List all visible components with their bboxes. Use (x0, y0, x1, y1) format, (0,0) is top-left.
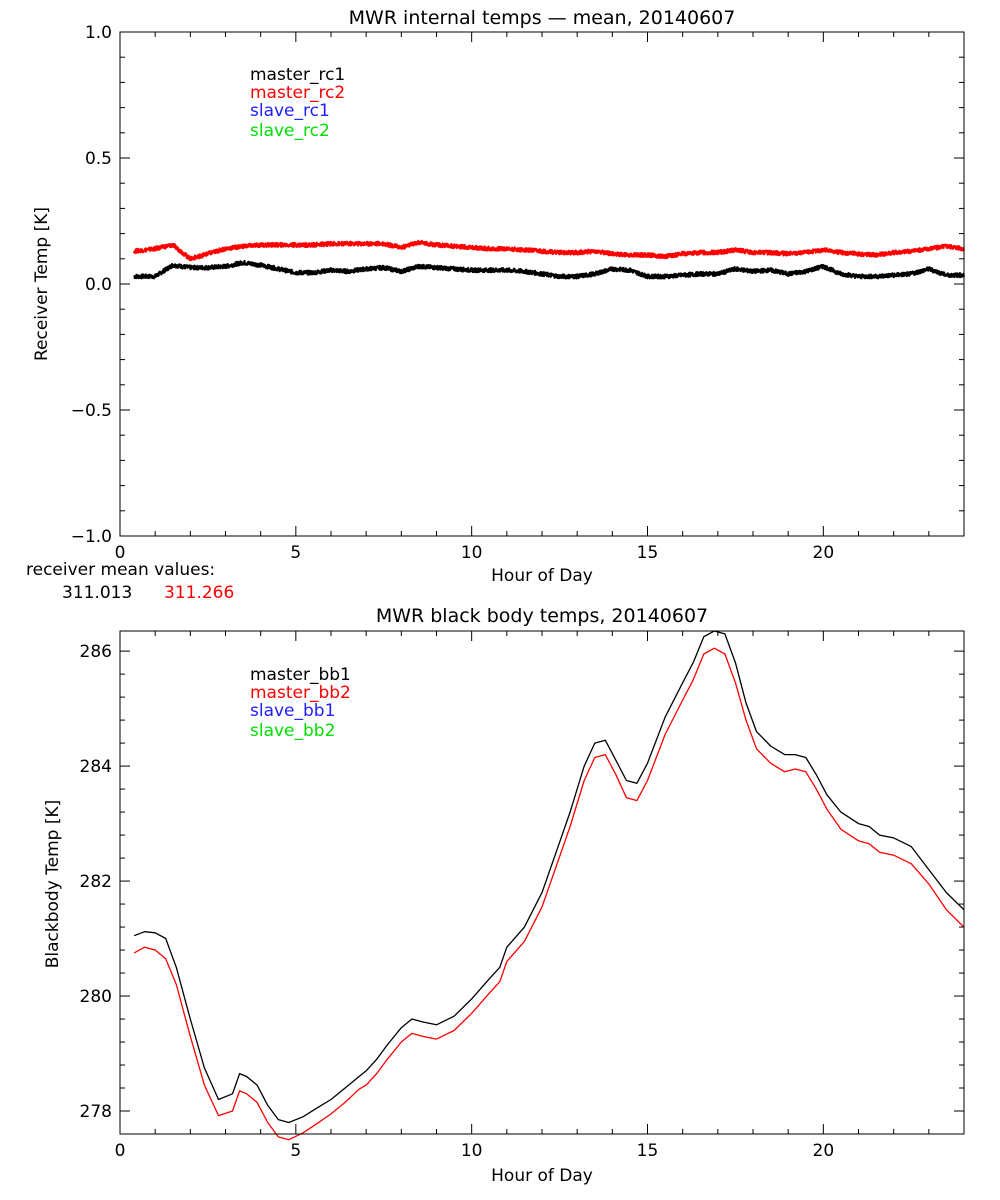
legend: master_rc1 master_rc2 slave_rc1 slave_rc… (250, 65, 345, 141)
legend-entry: slave_bb2 (250, 721, 335, 741)
x-tick-label: 20 (813, 1141, 835, 1161)
y-tick-label: 282 (80, 872, 112, 892)
x-tick-label: 20 (813, 543, 835, 563)
x-tick-label: 5 (290, 543, 301, 563)
x-tick-label: 0 (115, 543, 126, 563)
x-tick-label: 0 (115, 1141, 126, 1161)
legend-entry: master_rc1 (250, 65, 345, 85)
series-group (133, 630, 965, 1141)
plot-frame (119, 31, 965, 537)
y-tick-label: 0.0 (85, 275, 112, 295)
y-tick-label: 278 (80, 1102, 112, 1122)
y-tick-labels: −1.0 −0.5 0.0 0.5 1.0 (71, 23, 112, 547)
legend-entry: master_rc2 (250, 83, 345, 103)
y-tick-label: 284 (80, 757, 112, 777)
series-line-master_bb1 (133, 630, 965, 1124)
legend-entry: master_bb2 (250, 683, 351, 703)
blackbody-temp-chart: MWR black body temps, 20140607 0 5 10 15 20 … (43, 605, 965, 1186)
y-tick-label: −1.0 (71, 527, 112, 547)
y-tick-label: 286 (80, 642, 112, 662)
y-axis-label: Receiver Temp [K] (32, 207, 52, 361)
y-tick-labels: 278 280 282 284 286 (80, 642, 112, 1122)
series-group (133, 239, 966, 280)
x-axis-label: Hour of Day (491, 1166, 593, 1186)
chart-title: MWR black body temps, 20140607 (376, 605, 708, 627)
series-line-master_rc2 (133, 239, 965, 262)
y-tick-label: 0.5 (85, 149, 112, 169)
x-tick-label: 15 (637, 1141, 659, 1161)
receiver-mean-label: receiver mean values: (26, 560, 215, 580)
legend: master_bb1 master_bb2 slave_bb1 slave_bb… (250, 665, 351, 741)
x-tick-label: 10 (461, 1141, 483, 1161)
receiver-mean-value-rc1: 311.013 (62, 583, 132, 603)
legend-entry: slave_rc2 (250, 121, 330, 141)
y-tick-label: 1.0 (85, 23, 112, 43)
series-line-master_bb2 (133, 647, 965, 1141)
y-tick-label: −0.5 (71, 401, 112, 421)
receiver-mean-values: receiver mean values: 311.013 311.266 (26, 560, 234, 603)
x-tick-label: 10 (461, 543, 483, 563)
series-line-master_rc1 (133, 259, 966, 280)
legend-entry: master_bb1 (250, 665, 351, 685)
chart-title: MWR internal temps — mean, 20140607 (349, 7, 736, 29)
receiver-mean-value-rc2: 311.266 (164, 583, 234, 603)
legend-entry: slave_rc1 (250, 101, 330, 121)
x-tick-label: 15 (637, 543, 659, 563)
x-tick-labels: 0 5 10 15 20 (115, 543, 835, 563)
plot-frame (119, 630, 965, 1135)
legend-entry: slave_bb1 (250, 701, 335, 721)
x-tick-labels: 0 5 10 15 20 (115, 1141, 835, 1161)
y-tick-label: 280 (80, 987, 112, 1007)
y-axis-label: Blackbody Temp [K] (43, 800, 63, 969)
x-tick-label: 5 (290, 1141, 301, 1161)
receiver-temp-chart: MWR internal temps — mean, 20140607 0 5 10… (32, 7, 966, 586)
x-axis-label: Hour of Day (491, 566, 593, 586)
